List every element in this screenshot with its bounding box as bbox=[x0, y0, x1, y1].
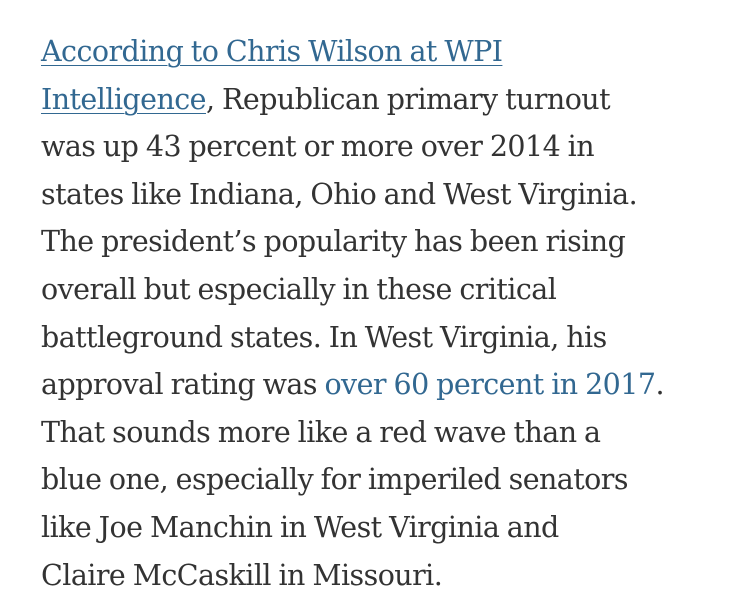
approval-rating-link[interactable]: over 60 percent in 2017 bbox=[324, 368, 656, 402]
paragraph-line-5: The president’s popularity has been risi… bbox=[41, 225, 626, 259]
paragraph-line-4: states like Indiana, Ohio and West Virgi… bbox=[41, 177, 638, 211]
paragraph-line-2: Intelligence, Republican primary turnout bbox=[41, 76, 721, 124]
paragraph-line-3: was up 43 percent or more over 2014 in bbox=[41, 130, 595, 164]
paragraph-line-6: overall but especially in these critical bbox=[41, 272, 557, 306]
article-paragraph: According to Chris Wilson at WPI Intelli… bbox=[41, 28, 721, 599]
paragraph-line-1: According to Chris Wilson at WPI bbox=[41, 28, 721, 76]
paragraph-line-9: That sounds more like a red wave than a bbox=[41, 415, 601, 449]
wpi-intelligence-link[interactable]: According to Chris Wilson at WPI bbox=[41, 35, 503, 68]
paragraph-line-7: battleground states. In West Virginia, h… bbox=[41, 320, 607, 354]
paragraph-text: . bbox=[655, 368, 664, 402]
paragraph-line-10: blue one, especially for imperiled senat… bbox=[41, 463, 628, 497]
paragraph-text: approval rating was bbox=[41, 368, 325, 402]
paragraph-text: , Republican primary turnout bbox=[205, 82, 611, 116]
paragraph-line-12: Claire McCaskill in Missouri. bbox=[41, 558, 443, 592]
paragraph-line-8: approval rating was over 60 percent in 2… bbox=[41, 361, 721, 409]
paragraph-line-11: like Joe Manchin in West Virginia and bbox=[41, 510, 559, 544]
wpi-intelligence-link-continued[interactable]: Intelligence bbox=[41, 82, 207, 116]
